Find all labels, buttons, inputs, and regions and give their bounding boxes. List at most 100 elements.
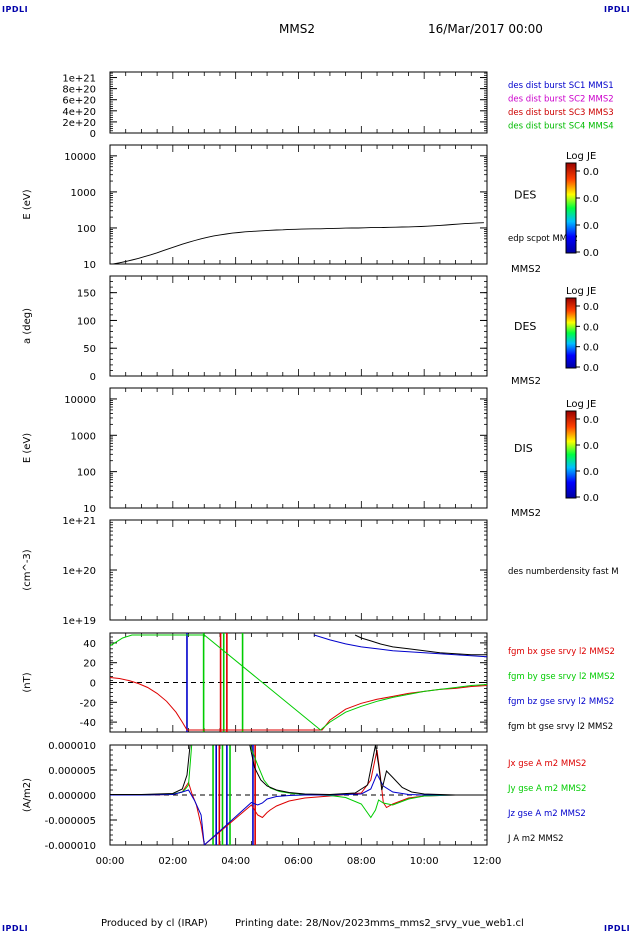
y-tick-label: 100 [77,468,96,479]
footer-producer: Produced by cl (IRAP) [101,918,208,929]
colorbar-title: Log JE [566,286,596,297]
colorbar-title: Log JE [566,151,596,162]
instrument-label: DES [514,189,536,202]
y-tick-label: 10 [83,504,96,515]
colorbar-tick-label: 0.0 [583,322,599,333]
colorbar [565,162,577,254]
y-tick-label: 1000 [71,431,96,442]
y-tick-label: 0.000010 [48,741,96,752]
y-tick-label: 1e+21 [62,516,96,527]
date-title: 16/Mar/2017 00:00 [428,22,543,36]
corner-label-bottom-left: IPDLI [2,924,29,933]
y-tick-label: -20 [80,698,96,709]
y-tick-label: 100 [77,316,96,327]
legend-entry: des numberdensity fast M [508,567,619,577]
x-tick-label: 00:00 [96,856,125,867]
legend-entry: des dist burst SC1 MMS1 [508,81,614,91]
y-tick-label: 0 [90,679,96,690]
y-axis-label: E (eV) [22,433,33,463]
y-tick-label: 0 [90,372,96,383]
corner-label-bottom-right: IPDLI [604,924,630,933]
y-tick-label: 10000 [64,395,96,406]
colorbar-tick-label: 0.0 [583,167,599,178]
y-tick-label: 10000 [64,152,96,163]
legend-entry: des dist burst SC2 MMS2 [508,95,614,105]
legend-entry: fgm bx gse srvy l2 MMS2 [508,647,615,657]
y-tick-label: 1e+20 [62,566,96,577]
colorbar-tick-label: 0.0 [583,415,599,426]
y-axis-label: a (deg) [22,308,33,344]
panel-frame [109,632,488,733]
legend-entry: Jz gse A m2 MMS2 [507,809,586,819]
legend-entry: J A m2 MMS2 [507,834,564,844]
legend-entry: fgm bt gse srvy l2 MMS2 [508,722,613,732]
legend-entry: fgm by gse srvy l2 MMS2 [508,672,615,682]
series-line [110,772,487,845]
scpot-line [113,222,484,264]
y-tick-label: 40 [83,639,96,650]
y-tick-label: 0 [90,129,96,140]
x-tick-label: 04:00 [221,856,250,867]
panel-frame [109,519,488,621]
colorbar-tick-label: 0.0 [583,363,599,374]
y-tick-label: 20 [83,659,96,670]
y-tick-label: 150 [77,289,96,300]
spacecraft-label: MMS2 [511,508,541,519]
side-label: edp scpot MMS2 [508,234,578,244]
y-axis-label: (A/m2) [22,778,33,812]
y-tick-label: 8e+20 [62,85,96,96]
y-axis-label: (nT) [22,672,33,692]
corner-label-top-right: IPDLI [604,5,630,14]
instrument-label: DIS [514,442,533,455]
colorbar-tick-label: 0.0 [583,467,599,478]
series-line [110,749,487,845]
footer-printing-date: Printing date: 28/Nov/2023 [235,918,371,929]
series-line [314,634,487,658]
x-tick-label: 02:00 [158,856,187,867]
y-tick-label: -0.000005 [45,816,96,827]
x-tick-label: 10:00 [410,856,439,867]
legend-entry: des dist burst SC4 MMS4 [508,122,614,132]
series-line [110,745,487,796]
series-line [110,634,487,731]
y-tick-label: 50 [83,344,96,355]
series-line [354,634,487,656]
y-tick-label: -40 [80,718,96,729]
colorbar-tick-label: 0.0 [583,343,599,354]
colorbar-tick-label: 0.0 [583,221,599,232]
legend-entry: des dist burst SC3 MMS3 [508,108,614,118]
colorbar [565,297,577,369]
x-tick-label: 06:00 [284,856,313,867]
colorbar-tick-label: 0.0 [583,302,599,313]
y-tick-label: 0.000005 [48,766,96,777]
y-axis-label: (cm^-3) [22,549,33,590]
colorbar-tick-label: 0.0 [583,194,599,205]
y-tick-label: 1e+21 [62,74,96,85]
colorbar [565,410,577,499]
panel-frame [109,71,488,134]
y-tick-label: 10 [83,260,96,271]
x-tick-label: 08:00 [347,856,376,867]
y-tick-label: 100 [77,224,96,235]
colorbar-tick-label: 0.0 [583,441,599,452]
y-axis-label: E (eV) [22,189,33,219]
y-tick-label: 6e+20 [62,96,96,107]
y-tick-label: -0.000010 [45,841,96,852]
y-tick-label: 1e+19 [62,616,96,627]
corner-label-top-left: IPDLI [2,5,29,14]
legend-entry: fgm bz gse srvy l2 MMS2 [508,697,614,707]
colorbar-title: Log JE [566,399,596,410]
legend-entry: Jx gse A m2 MMS2 [507,759,586,769]
x-tick-label: 12:00 [473,856,502,867]
legend-entry: Jy gse A m2 MMS2 [507,784,586,794]
panel-frame [109,387,488,509]
colorbar-tick-label: 0.0 [583,248,599,259]
panel-frame [109,275,488,377]
spacecraft-title: MMS2 [279,22,315,36]
footer-filename: mms_mms2_srvy_vue_web1.cl [370,918,524,929]
spacecraft-label: MMS2 [511,264,541,275]
instrument-label: DES [514,320,536,333]
spacecraft-label: MMS2 [511,376,541,387]
y-tick-label: 2e+20 [62,118,96,129]
